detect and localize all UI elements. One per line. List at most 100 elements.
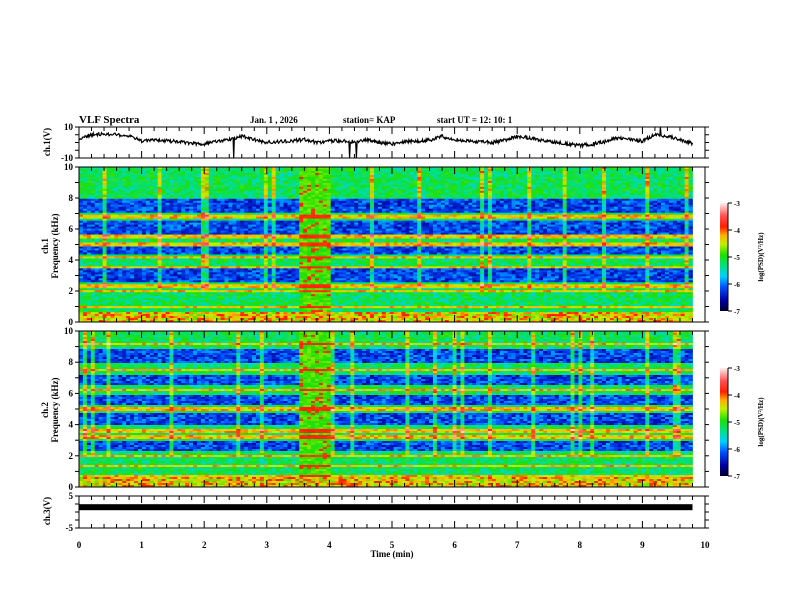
ch1-spectrogram-cell [373, 184, 379, 188]
ch1-spectrogram-cell [267, 196, 273, 200]
ch1-spectrogram-cell [86, 202, 92, 206]
ch1-spectrogram-cell [546, 188, 552, 192]
ch1-spectrogram-cell [401, 168, 406, 172]
ch1-spectrogram-cell [401, 182, 406, 186]
ch1-spectrogram-cell [224, 176, 229, 180]
ch1-spectrogram-cell [684, 184, 689, 188]
ch1-spectrogram-cell [283, 178, 288, 182]
ch1-spectrogram-cell [558, 188, 564, 192]
ch1-spectrogram-cell [605, 182, 611, 186]
ch1-spectrogram-cell [373, 198, 379, 202]
ch1-spectrogram-cell [468, 172, 473, 176]
ch1-spectrogram-cell [602, 200, 607, 204]
ch1-spectrogram-cell [86, 184, 92, 188]
ch1-spectrogram-cell [641, 192, 646, 196]
ch1-spectrogram-cell [401, 170, 406, 174]
ch1-spectrogram-cell [582, 172, 587, 176]
ch1-spectrogram-cell [570, 190, 575, 194]
ch1-spectrogram-cell [586, 196, 591, 200]
ch1-spectrogram-cell [578, 170, 583, 174]
ch1-spectrogram-cell [358, 190, 363, 194]
ch1-spectrogram-cell [311, 190, 316, 194]
ch1-spectrogram-cell [263, 180, 269, 184]
ch1-spectrogram-cell [220, 174, 225, 178]
ch1-spectrogram-cell [598, 176, 603, 180]
ch1-spectrogram-cell [165, 170, 170, 174]
ch1-spectrogram-cell [684, 170, 689, 174]
ch1-spectrogram-cell [212, 196, 218, 200]
ch1-spectrogram-cell [314, 174, 320, 178]
ch1-spectrogram-cell [668, 176, 674, 180]
ch1-spectrogram-cell [114, 184, 119, 188]
ch1-spectrogram-cell [370, 198, 375, 202]
ch1-spectrogram-cell [322, 202, 328, 206]
ch1-spectrogram-cell [79, 188, 84, 192]
ch1-spectrogram-cell [354, 182, 359, 186]
ch1-spectrogram-cell [570, 188, 575, 192]
ch1-spectrogram-cell [252, 204, 257, 208]
ch1-spectrogram-cell [598, 196, 603, 200]
ch1-spectrogram-cell [82, 170, 88, 174]
ch1-spectrogram-cell [393, 167, 398, 170]
ch1-spectrogram-cell [232, 188, 237, 192]
ch1-spectrogram-cell [314, 178, 320, 182]
ch1-spectrogram-cell [602, 178, 607, 182]
ch1-spectrogram-cell [334, 167, 339, 170]
ch1-spectrogram-cell [645, 194, 650, 198]
ch1-spectrogram-cell [145, 170, 151, 174]
ch1-spectrogram-cell [594, 184, 599, 188]
ch1-spectrogram-cell [602, 192, 607, 196]
ch1-spectrogram-cell [566, 186, 571, 190]
ch1-spectrogram-cell [311, 176, 316, 180]
ch1-spectrogram-cell [554, 188, 560, 192]
ch1-spectrogram-cell [342, 168, 347, 172]
ch1-spectrogram-cell [523, 184, 528, 188]
ch1-spectrogram-cell [574, 167, 579, 170]
ch1-spectrogram-cell [511, 192, 516, 196]
ch1-spectrogram-cell [200, 174, 206, 178]
ch1-spectrogram-cell [90, 202, 96, 206]
ch1-spectrogram-cell [653, 192, 658, 196]
ch1-spectrogram-cell [582, 168, 587, 172]
ch1-spectrogram-cell [539, 200, 544, 204]
ch1-spectrogram-cell [169, 172, 174, 176]
ch1-spectrogram-cell [393, 174, 398, 178]
ch1-spectrogram-cell [417, 174, 422, 178]
ch1-spectrogram-cell [267, 167, 273, 170]
ch1-spectrogram-cell [307, 180, 312, 184]
ch1-spectrogram-cell [114, 180, 119, 184]
ch1-spectrogram-cell [617, 182, 623, 186]
ch1-spectrogram-cell [429, 167, 434, 170]
ch1-spectrogram-cell [311, 182, 316, 186]
ch1-spectrogram-cell [196, 178, 202, 182]
ch1-spectrogram-cell [303, 196, 308, 200]
ch1-spectrogram-cell [204, 182, 210, 186]
ch1-spectrogram-cell [79, 186, 84, 190]
ch1-spectrogram-cell [322, 196, 328, 200]
ch1-spectrogram-cell [86, 170, 92, 174]
ch1-spectrogram-cell [193, 172, 198, 176]
ch1-spectrogram-cell [338, 167, 343, 170]
ch1-spectrogram-cell [657, 186, 662, 190]
ch1-spectrogram-cell [141, 180, 147, 184]
ch1-spectrogram-cell [189, 174, 194, 178]
ch1-spectrogram-cell [582, 167, 587, 170]
ch1-spectrogram-cell [196, 170, 202, 174]
ch1-spectrogram-cell [255, 170, 261, 174]
ch1-spectrogram-cell [287, 167, 292, 170]
ch1-spectrogram-cell [460, 194, 465, 198]
ch1-spectrogram-cell [566, 184, 571, 188]
ch1-spectrogram-cell [362, 202, 367, 206]
ch1-spectrogram-cell [440, 192, 446, 196]
ch1-spectrogram-cell [574, 168, 579, 172]
ch1-spectrogram-cell [169, 178, 174, 182]
ch1-spectrogram-cell [122, 174, 127, 178]
ch1-spectrogram-cell [609, 194, 615, 198]
ch1-spectrogram-cell [79, 198, 84, 202]
ch1-spectrogram-cell [594, 178, 599, 182]
ch1-spectrogram-cell [397, 178, 402, 182]
ch1-spectrogram-cell [456, 168, 461, 172]
ch1-spectrogram-cell [373, 186, 379, 190]
ch1-spectrogram-cell [169, 174, 174, 178]
ch1-spectrogram-cell [531, 186, 536, 190]
